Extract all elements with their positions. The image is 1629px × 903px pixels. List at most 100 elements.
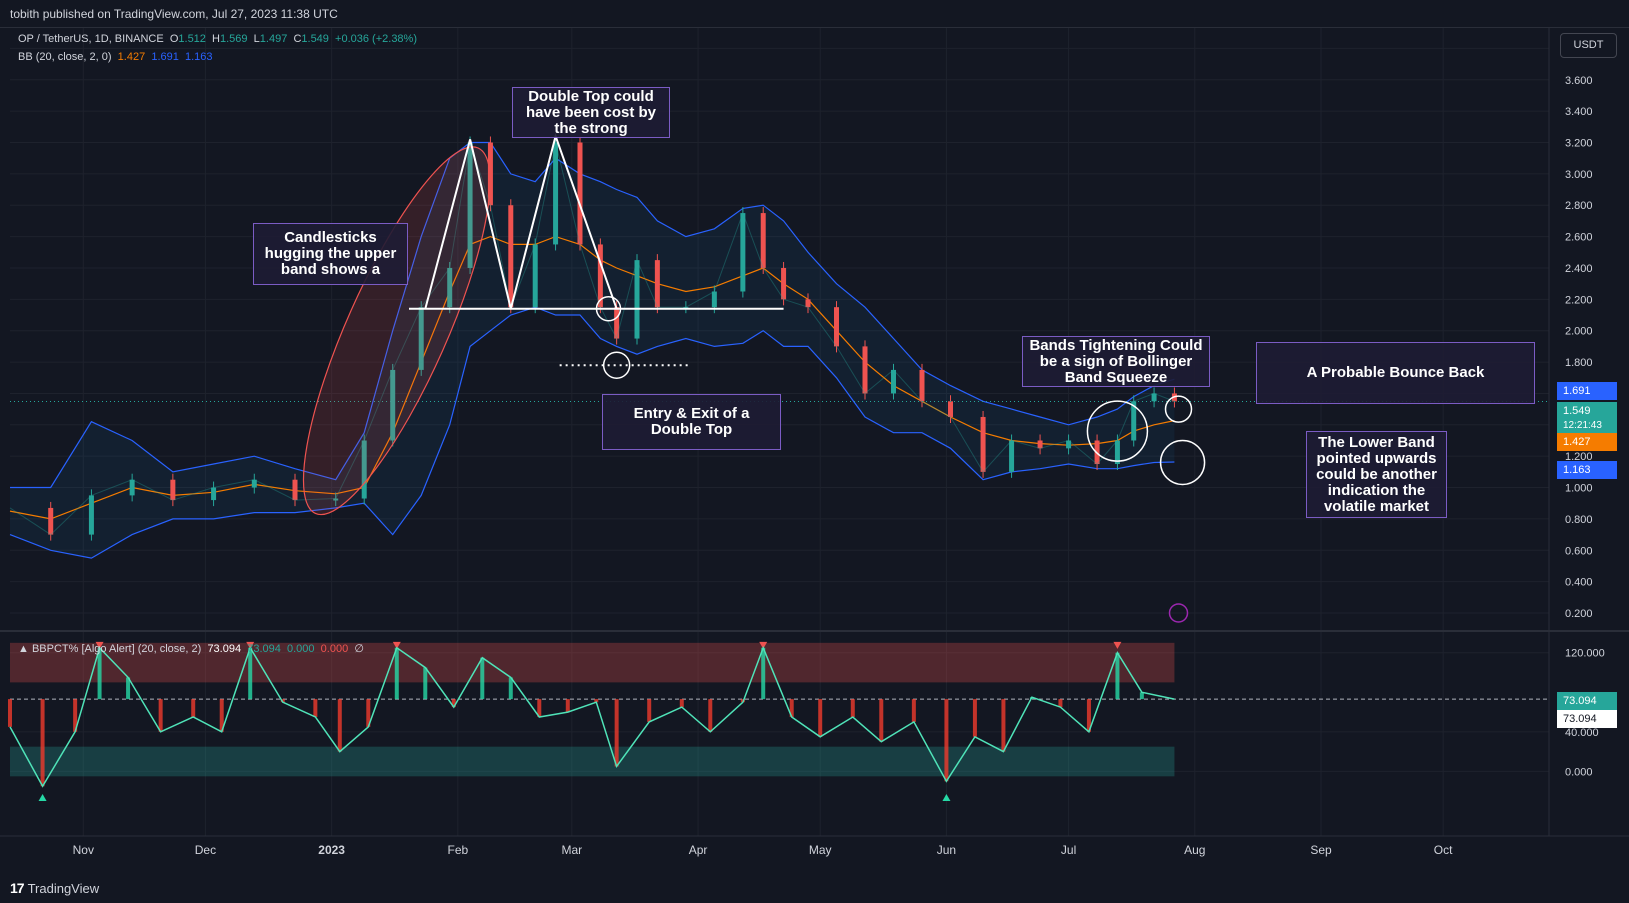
close-label: C — [293, 33, 302, 45]
candle-body — [919, 369, 925, 402]
price-tick-label: 2.200 — [1565, 294, 1593, 306]
bb-upper-value: 1.691 — [151, 51, 179, 63]
bbpct-value-4: 0.000 — [320, 643, 349, 655]
analysis-drawings — [302, 132, 1206, 623]
bbpct-value-5: ∅ — [354, 643, 364, 655]
time-tick-label: 2023 — [318, 843, 345, 857]
oversold-zone — [10, 746, 1175, 777]
bbpct-value-2: 73.094 — [247, 643, 281, 655]
candle-body — [634, 260, 640, 339]
sell-signal — [759, 641, 768, 649]
bb-lower-value: 1.163 — [184, 51, 213, 63]
time-tick-label: Oct — [1434, 843, 1453, 857]
osc-tick-label: 120.000 — [1565, 648, 1605, 660]
candle-body — [129, 479, 135, 496]
price-tick-label: 0.800 — [1565, 514, 1593, 526]
symbol-label[interactable]: OP / TetherUS, 1D, BINANCE — [18, 33, 164, 45]
candle-body — [760, 213, 766, 268]
candle-body — [48, 507, 54, 535]
time-tick-label: Sep — [1310, 843, 1332, 857]
currency-button[interactable]: USDT — [1560, 33, 1617, 58]
price-tick-label: 3.000 — [1565, 169, 1593, 181]
time-tick-label: Apr — [689, 843, 708, 857]
bbpct-label[interactable]: BBPCT% [Algo Alert] (20, close, 2) — [31, 643, 202, 655]
price-tick-label: 1.800 — [1565, 357, 1593, 369]
sell-signal — [1113, 641, 1122, 649]
candle-body — [508, 205, 514, 308]
entry-exit-circle — [602, 351, 631, 379]
candle-body — [834, 307, 839, 347]
close-path — [9, 142, 1175, 536]
candle-body — [1037, 440, 1043, 449]
open-label: O — [169, 33, 179, 45]
time-tick-label: Feb — [448, 843, 469, 857]
change-value: +0.036 (+2.38%) — [335, 33, 417, 45]
bb-legend: BB (20, close, 2, 0) 1.427 1.691 1.163 — [18, 51, 213, 63]
annotation-lower-band[interactable]: The Lower Band pointed upwards could be … — [1306, 431, 1447, 518]
candle-body — [1131, 401, 1137, 441]
annotation-tightening[interactable]: Bands Tightening Could be a sign of Boll… — [1022, 336, 1210, 387]
time-tick-label: Mar — [562, 843, 583, 857]
time-tick-label: Nov — [73, 843, 94, 857]
basis-badge: 1.427 — [1557, 433, 1617, 451]
upper-band-line — [10, 141, 1175, 489]
price-tick-label: 0.400 — [1565, 577, 1593, 589]
price-tick-label: 3.200 — [1565, 137, 1593, 149]
price-tick-label: 1.200 — [1565, 451, 1593, 463]
price-tick-label: 2.000 — [1565, 326, 1593, 338]
annotation-entry-exit[interactable]: Entry & Exit of a Double Top — [602, 394, 781, 450]
bbpct-oscillator — [8, 641, 1549, 802]
last-price-badge: 1.549 — [1557, 402, 1617, 420]
candle-body — [1009, 440, 1015, 472]
tradingview-logo[interactable]: 17 — [10, 880, 25, 896]
collapse-icon[interactable]: ▲ — [18, 643, 29, 655]
bbpct-value-3: 0.000 — [287, 643, 315, 655]
bbpct-value-1: 73.094 — [207, 643, 242, 655]
annotation-candles[interactable]: Candlesticks hugging the upper band show… — [253, 223, 408, 285]
lightning-icon — [1168, 603, 1189, 623]
countdown-badge: 12:21:43 — [1557, 417, 1617, 435]
bb-label[interactable]: BB (20, close, 2, 0) — [18, 51, 112, 63]
candle-body — [467, 142, 473, 268]
candle-body — [862, 346, 868, 394]
candle-body — [292, 479, 298, 501]
bb-basis-value: 1.427 — [117, 51, 146, 63]
candle-body — [532, 244, 538, 308]
price-tick-label: 3.600 — [1565, 75, 1593, 87]
overbought-zone — [10, 642, 1175, 683]
buy-signal — [38, 794, 47, 802]
price-tick-label: 2.400 — [1565, 263, 1593, 275]
candle-body — [1066, 440, 1072, 449]
candle-body — [1151, 393, 1157, 402]
oscillator-badge-a: 73.094 — [1557, 692, 1617, 710]
squeeze-circle — [1086, 400, 1149, 462]
candle-body — [88, 495, 94, 535]
bounce-circle — [1164, 395, 1193, 423]
candle-body — [654, 260, 660, 308]
candle-body — [418, 307, 424, 370]
high-label: H — [212, 33, 220, 45]
buy-signal — [942, 794, 951, 802]
open-value: 1.512 — [178, 33, 206, 45]
candle-body — [1114, 440, 1120, 465]
publish-info: tobith published on TradingView.com, Jul… — [0, 0, 1629, 28]
candle-body — [805, 299, 811, 308]
candle-body — [781, 267, 787, 300]
candle-body — [390, 369, 396, 441]
time-tick-label: May — [809, 843, 832, 857]
oscillator-badge-b: 73.094 — [1557, 710, 1617, 728]
bbpct-legend: ▲ BBPCT% [Algo Alert] (20, close, 2) 73.… — [18, 642, 364, 655]
annotation-double-top[interactable]: Double Top could have been cost by the s… — [512, 87, 670, 138]
candle-body — [891, 369, 896, 394]
lower-band-circle — [1159, 439, 1206, 486]
time-tick-label: Aug — [1184, 843, 1205, 857]
lower-band-badge: 1.163 — [1557, 461, 1617, 479]
time-tick-label: Jun — [937, 843, 956, 857]
candle-body — [447, 267, 453, 308]
candle-body — [597, 244, 603, 308]
brand-name[interactable]: TradingView — [27, 881, 100, 896]
sell-signal — [392, 641, 401, 649]
annotation-bounce[interactable]: A Probable Bounce Back — [1256, 342, 1535, 404]
candle-body — [361, 440, 367, 499]
time-tick-label: Jul — [1061, 843, 1076, 857]
